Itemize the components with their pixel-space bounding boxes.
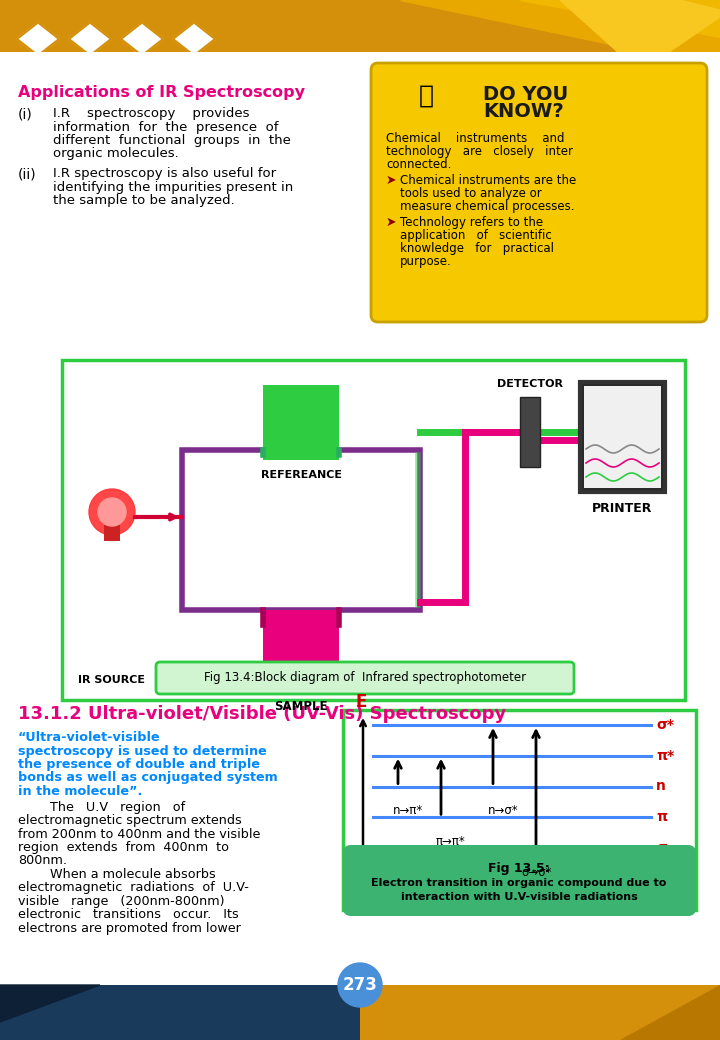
Text: technology   are   closely   inter: technology are closely inter	[386, 145, 573, 158]
FancyBboxPatch shape	[580, 382, 665, 492]
Text: electronic   transitions   occur.   Its: electronic transitions occur. Its	[18, 909, 239, 921]
Text: the presence of double and triple: the presence of double and triple	[18, 758, 260, 771]
Text: purpose.: purpose.	[400, 255, 451, 268]
Text: DETECTOR: DETECTOR	[497, 379, 563, 389]
Text: Fig 13.4:Block diagram of  Infrared spectrophotometer: Fig 13.4:Block diagram of Infrared spect…	[204, 672, 526, 684]
Text: σ*: σ*	[656, 718, 674, 732]
Polygon shape	[400, 0, 720, 67]
Text: n: n	[656, 780, 666, 794]
Polygon shape	[17, 23, 59, 55]
Text: information  for  the  presence  of: information for the presence of	[53, 121, 279, 133]
Text: knowledge   for   practical: knowledge for practical	[400, 242, 554, 255]
Text: E: E	[355, 693, 366, 711]
Text: the sample to be analyzed.: the sample to be analyzed.	[53, 194, 235, 207]
Text: KNOW?: KNOW?	[483, 102, 564, 121]
Text: REFEREANCE: REFEREANCE	[261, 470, 341, 480]
Text: ➤: ➤	[386, 174, 397, 187]
Text: n→π*: n→π*	[393, 805, 423, 817]
FancyBboxPatch shape	[360, 985, 720, 1040]
Text: SAMPLE: SAMPLE	[274, 700, 328, 713]
Text: from 200nm to 400nm and the visible: from 200nm to 400nm and the visible	[18, 828, 261, 840]
FancyBboxPatch shape	[0, 985, 360, 1040]
Text: electromagnetic spectrum extends: electromagnetic spectrum extends	[18, 814, 242, 827]
Text: π: π	[656, 810, 667, 825]
FancyBboxPatch shape	[263, 610, 339, 690]
Text: (i): (i)	[18, 107, 32, 121]
Text: 273: 273	[343, 976, 377, 994]
Polygon shape	[173, 23, 215, 55]
FancyBboxPatch shape	[62, 360, 685, 700]
Text: π→π*: π→π*	[436, 835, 466, 849]
Text: PRINTER: PRINTER	[592, 502, 652, 515]
Text: I.R    spectroscopy    provides: I.R spectroscopy provides	[53, 107, 250, 120]
Text: I.R spectroscopy is also useful for: I.R spectroscopy is also useful for	[53, 167, 276, 180]
Text: 13.1.2 Ultra-violet/Visible (UV-Vis) Spectroscopy: 13.1.2 Ultra-violet/Visible (UV-Vis) Spe…	[18, 705, 506, 723]
FancyBboxPatch shape	[156, 662, 574, 694]
Text: different  functional  groups  in  the: different functional groups in the	[53, 134, 291, 147]
Text: Electron transition in organic compound due to: Electron transition in organic compound …	[372, 878, 667, 888]
FancyBboxPatch shape	[520, 397, 540, 467]
Text: electrons are promoted from lower: electrons are promoted from lower	[18, 922, 241, 935]
Text: measure chemical processes.: measure chemical processes.	[400, 200, 575, 213]
Text: interaction with U.V-visible radiations: interaction with U.V-visible radiations	[400, 892, 637, 902]
Text: n→σ*: n→σ*	[488, 805, 518, 817]
FancyBboxPatch shape	[182, 450, 420, 610]
Text: organic molecules.: organic molecules.	[53, 148, 179, 160]
Text: identifying the impurities present in: identifying the impurities present in	[53, 181, 293, 193]
Polygon shape	[520, 0, 720, 37]
Text: “Ultra-violet-visible: “Ultra-violet-visible	[18, 731, 161, 744]
Polygon shape	[0, 0, 720, 72]
Text: σ→σ*: σ→σ*	[521, 866, 552, 879]
Circle shape	[338, 963, 382, 1007]
Polygon shape	[69, 23, 111, 55]
Polygon shape	[560, 0, 720, 72]
Text: (ii): (ii)	[18, 167, 37, 181]
FancyBboxPatch shape	[0, 52, 720, 88]
Text: DO YOU: DO YOU	[483, 85, 568, 104]
Text: Chemical    instruments    and: Chemical instruments and	[386, 132, 564, 145]
Text: spectroscopy is used to determine: spectroscopy is used to determine	[18, 745, 266, 757]
Polygon shape	[0, 985, 100, 1022]
Circle shape	[404, 76, 448, 120]
Text: ➤: ➤	[386, 216, 397, 229]
FancyBboxPatch shape	[343, 844, 696, 916]
Text: 800nm.: 800nm.	[18, 855, 67, 867]
FancyBboxPatch shape	[0, 72, 720, 1040]
Text: bonds as well as conjugated system: bonds as well as conjugated system	[18, 772, 278, 784]
Text: application   of   scientific: application of scientific	[400, 229, 552, 242]
FancyBboxPatch shape	[263, 385, 339, 460]
Text: The   U.V   region   of: The U.V region of	[18, 801, 185, 813]
Text: Chemical instruments are the: Chemical instruments are the	[400, 174, 576, 187]
Text: 🙆: 🙆	[418, 84, 433, 108]
Polygon shape	[121, 23, 163, 55]
Circle shape	[98, 498, 126, 526]
Text: π*: π*	[656, 749, 674, 762]
Text: IR SOURCE: IR SOURCE	[78, 675, 145, 685]
FancyBboxPatch shape	[584, 386, 661, 488]
Text: electromagnetic  radiations  of  U.V-: electromagnetic radiations of U.V-	[18, 882, 249, 894]
FancyBboxPatch shape	[343, 710, 696, 910]
Text: connected.: connected.	[386, 158, 451, 171]
Circle shape	[89, 489, 135, 535]
Text: region  extends  from  400nm  to: region extends from 400nm to	[18, 841, 229, 854]
Polygon shape	[620, 985, 720, 1040]
Text: σ: σ	[656, 841, 667, 855]
Text: Fig 13.5:: Fig 13.5:	[488, 862, 550, 875]
Text: tools used to analyze or: tools used to analyze or	[400, 187, 541, 200]
FancyBboxPatch shape	[104, 525, 120, 541]
Text: Applications of IR Spectroscopy: Applications of IR Spectroscopy	[18, 85, 305, 100]
Text: Technology refers to the: Technology refers to the	[400, 216, 543, 229]
Text: visible   range   (200nm-800nm): visible range (200nm-800nm)	[18, 895, 225, 908]
Text: When a molecule absorbs: When a molecule absorbs	[18, 868, 216, 881]
FancyBboxPatch shape	[371, 63, 707, 322]
Text: in the molecule”.: in the molecule”.	[18, 785, 143, 798]
